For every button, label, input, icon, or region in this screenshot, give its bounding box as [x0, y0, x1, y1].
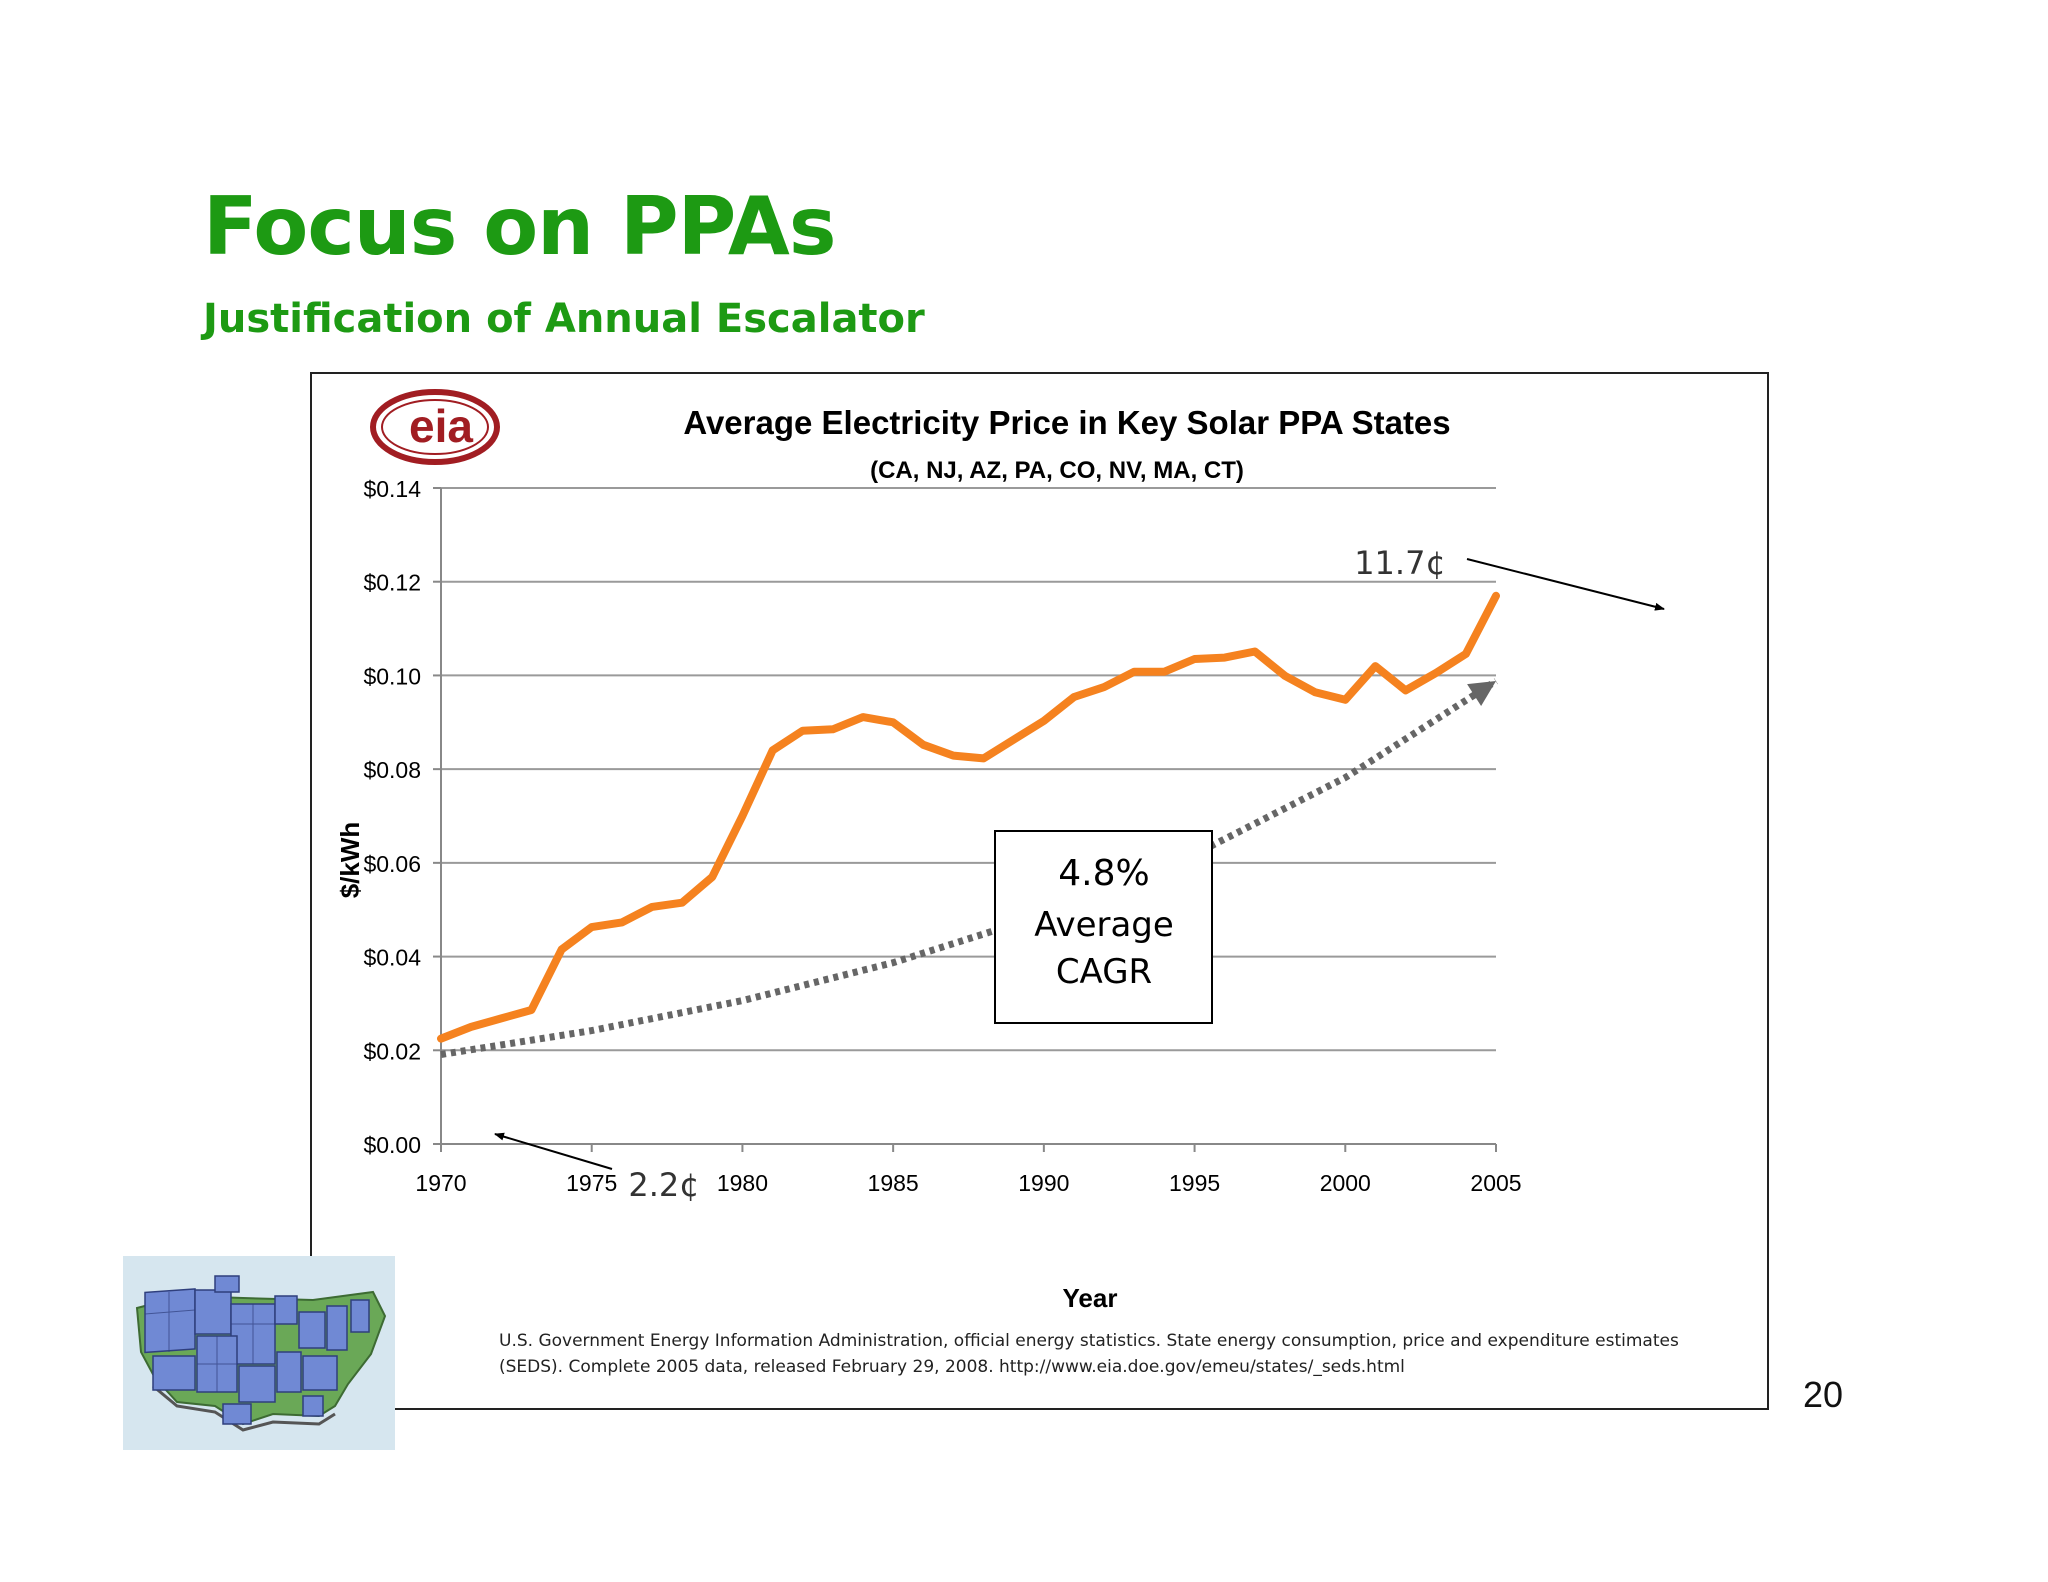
slide-title: Focus on PPAs	[203, 180, 836, 273]
x-tick-labels: 1970 1975 1980 1985 1990 1995 2000 2005	[415, 1170, 1521, 1196]
cagr-callout: 4.8% Average CAGR	[994, 830, 1213, 1024]
x-tick-label: 1980	[717, 1170, 768, 1196]
start-value-arrow	[494, 1132, 613, 1170]
source-line-1: U.S. Government Energy Information Admin…	[499, 1331, 1679, 1351]
axes	[433, 487, 1497, 1152]
chart-subtitle: (CA, NJ, AZ, PA, CO, NV, MA, CT)	[870, 457, 1244, 484]
trend-line-dotted	[440, 678, 1498, 1058]
x-tick-label: 1995	[1169, 1170, 1220, 1196]
x-axis-label: Year	[1063, 1283, 1118, 1313]
trend-line-arrowhead	[1467, 681, 1496, 707]
y-tick-label: $0.12	[363, 570, 421, 596]
end-value-label: 11.7¢	[1354, 544, 1446, 582]
cagr-value: 4.8%	[1058, 853, 1149, 894]
x-tick-label: 1975	[566, 1170, 617, 1196]
y-tick-label: $0.02	[363, 1038, 421, 1064]
solar-panel-usa-map-icon	[123, 1256, 395, 1450]
y-tick-label: $0.14	[363, 476, 421, 502]
grid	[441, 487, 1496, 1052]
start-value-label: 2.2¢	[628, 1166, 699, 1204]
x-tick-label: 2000	[1320, 1170, 1371, 1196]
chart-frame: eia Average Electricity Price in Key Sol…	[310, 372, 1769, 1410]
chart: eia Average Electricity Price in Key Sol…	[335, 389, 1679, 1377]
x-tick-label: 1990	[1018, 1170, 1069, 1196]
x-tick-label: 2005	[1470, 1170, 1521, 1196]
cagr-label-line2: CAGR	[1056, 952, 1152, 992]
y-tick-label: $0.00	[363, 1132, 421, 1158]
y-tick-label: $0.08	[363, 757, 421, 783]
price-line	[437, 591, 1500, 1043]
slide-subtitle: Justification of Annual Escalator	[203, 296, 925, 342]
series	[437, 591, 1500, 1058]
x-tick-label: 1985	[868, 1170, 919, 1196]
y-tick-labels: $0.00 $0.02 $0.04 $0.06 $0.08 $0.10 $0.12 $0.14	[363, 476, 421, 1158]
y-tick-label: $0.06	[363, 851, 421, 877]
chart-title: Average Electricity Price in Key Solar P…	[683, 404, 1450, 441]
end-value-arrow	[1466, 558, 1665, 611]
x-tick-label: 1970	[415, 1170, 466, 1196]
eia-logo-text: eia	[409, 400, 473, 452]
y-tick-label: $0.10	[363, 663, 421, 689]
eia-logo-icon: eia	[370, 389, 500, 465]
y-tick-label: $0.04	[363, 945, 421, 971]
y-axis-label: $/kWh	[335, 822, 365, 899]
cagr-label-line1: Average	[1034, 905, 1174, 945]
page-number: 20	[1803, 1374, 1844, 1415]
source-line-2: (SEDS). Complete 2005 data, released Feb…	[499, 1357, 1405, 1377]
